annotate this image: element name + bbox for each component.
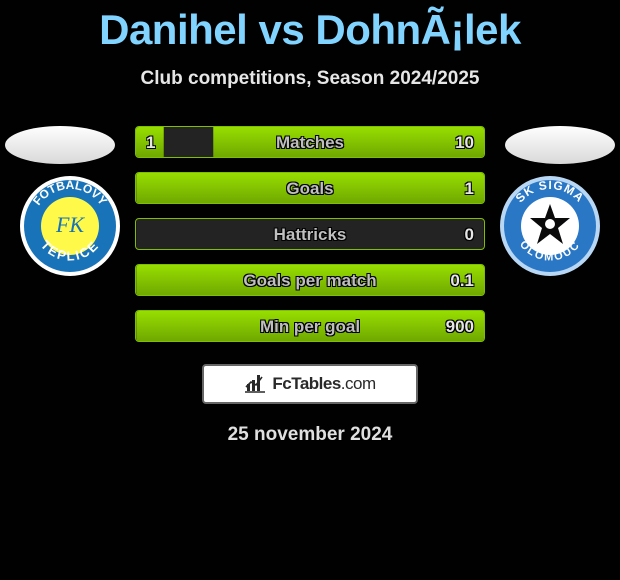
stat-fill-right — [136, 265, 484, 295]
stat-label: Hattricks — [136, 219, 484, 249]
stat-value-left: 1 — [146, 127, 155, 157]
stat-fill-right — [136, 311, 484, 341]
page-title: Danihel vs DohnÃ¡lek — [0, 0, 620, 54]
stat-value-right: 900 — [446, 311, 474, 341]
stat-value-right: 0.1 — [450, 265, 474, 295]
stat-row: Matches110 — [135, 126, 485, 158]
player-silhouette-right — [505, 126, 615, 164]
brand-name: FcTables — [272, 374, 340, 393]
stat-fill-right — [483, 219, 484, 249]
stat-row: Min per goal900 — [135, 310, 485, 342]
brand-suffix: .com — [341, 374, 376, 393]
brand-pill[interactable]: FcTables.com — [202, 364, 418, 404]
stat-row: Goals1 — [135, 172, 485, 204]
stat-row: Hattricks0 — [135, 218, 485, 250]
stat-row: Goals per match0.1 — [135, 264, 485, 296]
stats-table: Matches110Goals1Hattricks0Goals per matc… — [135, 126, 485, 342]
page-subtitle: Club competitions, Season 2024/2025 — [0, 68, 620, 90]
chart-icon — [244, 375, 266, 393]
comparison-stage: FOTBALOVÝ TEPLICE FK SK SIGMA — [0, 126, 620, 446]
badge-monogram: FK — [55, 212, 85, 237]
player-silhouette-left — [5, 126, 115, 164]
club-badge-right: SK SIGMA OLOMOUC — [500, 176, 600, 276]
generation-date: 25 november 2024 — [0, 424, 620, 446]
badge-star-center — [545, 219, 555, 229]
stat-fill-right — [136, 173, 484, 203]
brand-text: FcTables.com — [272, 374, 375, 394]
stat-value-right: 10 — [455, 127, 474, 157]
club-badge-left: FOTBALOVÝ TEPLICE FK — [20, 176, 120, 276]
stat-fill-left — [136, 219, 137, 249]
stat-fill-right — [213, 127, 484, 157]
stat-value-right: 0 — [465, 219, 474, 249]
stat-value-right: 1 — [465, 173, 474, 203]
